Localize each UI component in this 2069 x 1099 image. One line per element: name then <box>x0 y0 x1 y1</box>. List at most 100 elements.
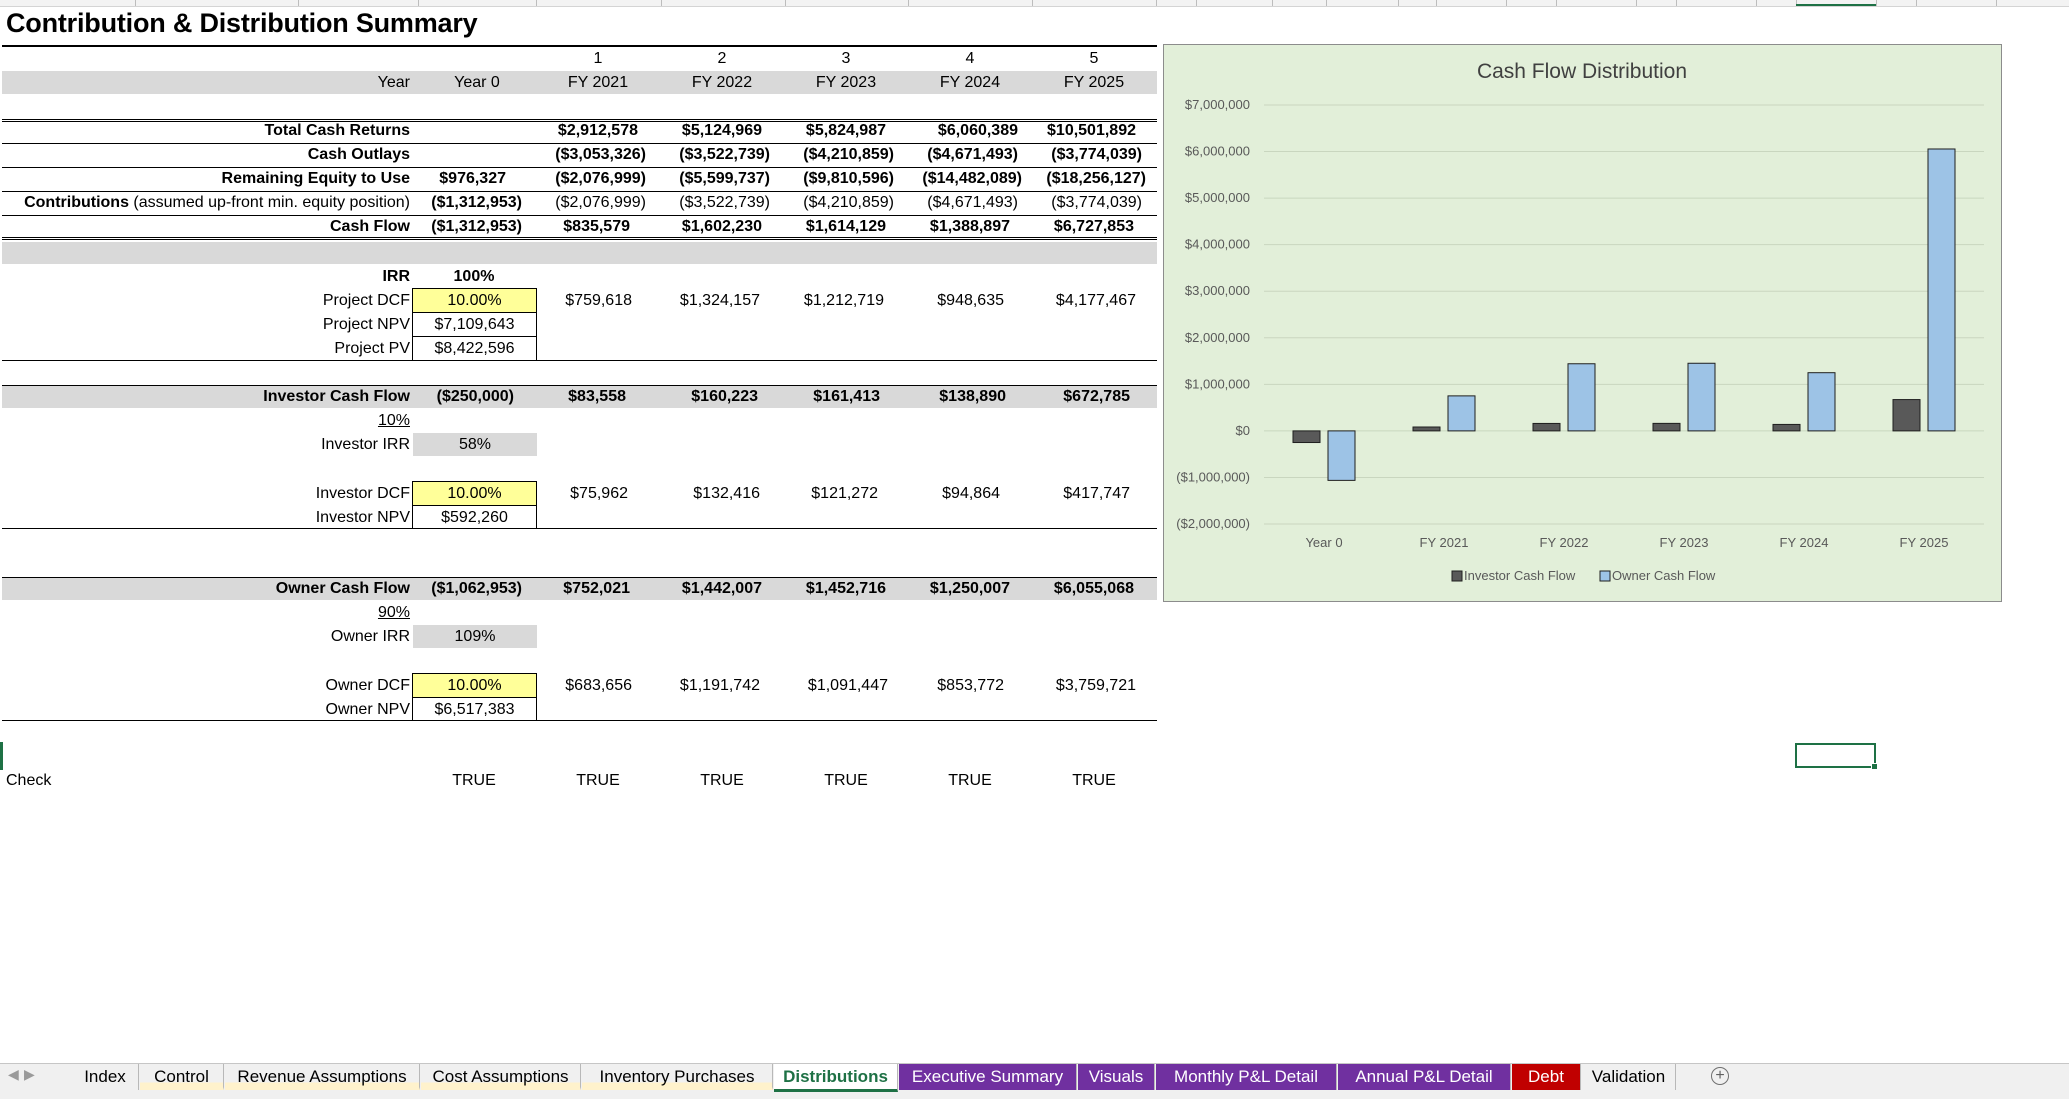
scroll-left-icon[interactable]: ◀ <box>8 1066 19 1082</box>
cell[interactable]: $853,772 <box>937 677 1004 694</box>
cell[interactable]: $94,864 <box>942 485 1000 502</box>
cell[interactable]: $759,618 <box>565 292 632 309</box>
cell[interactable]: $683,656 <box>565 677 632 694</box>
owner-npv-value[interactable]: $6,517,383 <box>434 701 515 718</box>
sheet-tab-index[interactable]: Index <box>72 1064 139 1090</box>
cell[interactable]: $6,060,389 <box>937 122 1018 139</box>
fill-handle[interactable] <box>1871 763 1878 770</box>
sheet-tab-control[interactable]: Control <box>140 1064 224 1090</box>
cell[interactable]: ($250,000) <box>436 388 514 405</box>
owner-dcf-input[interactable] <box>412 673 537 698</box>
sheet-tab-cost-assumptions[interactable]: Cost Assumptions <box>421 1064 581 1090</box>
project-irr-value[interactable]: 100% <box>453 268 495 285</box>
sheet-tab-visuals[interactable]: Visuals <box>1078 1064 1155 1090</box>
cell[interactable]: $75,962 <box>570 485 628 502</box>
spreadsheet-grid[interactable]: Contribution & Distribution Summary 1 2 … <box>0 0 2069 1063</box>
investor-dcf-value[interactable]: 10.00% <box>447 485 502 502</box>
cell[interactable]: $1,602,230 <box>681 218 762 235</box>
check-cell[interactable]: TRUE <box>1072 772 1116 789</box>
active-cell-selection[interactable] <box>1795 743 1878 770</box>
cell[interactable]: ($4,210,859) <box>803 194 894 211</box>
sheet-tab-validation[interactable]: Validation <box>1582 1064 1676 1090</box>
cell[interactable]: $83,558 <box>568 388 626 405</box>
cell[interactable]: ($3,774,039) <box>1051 194 1142 211</box>
cell[interactable]: $672,785 <box>1063 388 1130 405</box>
cell[interactable]: $1,091,447 <box>807 677 888 694</box>
cell[interactable]: $2,912,578 <box>557 122 638 139</box>
cell[interactable]: $1,212,719 <box>803 292 884 309</box>
cell[interactable]: ($3,774,039) <box>1051 146 1142 163</box>
cell[interactable]: $6,727,853 <box>1053 218 1134 235</box>
add-sheet-icon[interactable]: + <box>1711 1067 1729 1085</box>
cell[interactable]: $976,327 <box>439 170 506 187</box>
cell[interactable]: $1,388,897 <box>929 218 1010 235</box>
cell[interactable]: ($18,256,127) <box>1046 170 1146 187</box>
cell[interactable]: $138,890 <box>939 388 1006 405</box>
sheet-tab-debt[interactable]: Debt <box>1512 1064 1581 1090</box>
cell[interactable]: $1,191,742 <box>679 677 760 694</box>
check-cell[interactable]: TRUE <box>824 772 868 789</box>
row-label-project-dcf: Project DCF <box>322 292 410 309</box>
check-cell[interactable]: TRUE <box>576 772 620 789</box>
project-dcf-value[interactable]: 10.00% <box>447 292 502 309</box>
owner-irr-value[interactable]: 109% <box>454 628 496 645</box>
sheet-tab-annual-p-l-detail[interactable]: Annual P&L Detail <box>1338 1064 1511 1090</box>
sheet-tab-monthly-p-l-detail[interactable]: Monthly P&L Detail <box>1156 1064 1337 1090</box>
column-header-strip[interactable] <box>0 0 2069 7</box>
y-tick-label: $4,000,000 <box>1185 237 1250 252</box>
cell[interactable]: ($9,810,596) <box>803 170 894 187</box>
cell[interactable]: $5,824,987 <box>805 122 886 139</box>
sheet-tab-executive-summary[interactable]: Executive Summary <box>899 1064 1077 1090</box>
owner-dcf-value[interactable]: 10.00% <box>447 677 502 694</box>
cell[interactable]: ($2,076,999) <box>555 194 646 211</box>
investor-dcf-input[interactable] <box>412 481 537 506</box>
cell[interactable]: $10,501,892 <box>1047 122 1136 139</box>
cell[interactable]: $160,223 <box>691 388 758 405</box>
cell[interactable]: $835,579 <box>563 218 630 235</box>
cell[interactable]: $5,124,969 <box>681 122 762 139</box>
owner-share[interactable]: 90% <box>377 604 410 621</box>
check-cell[interactable]: TRUE <box>948 772 992 789</box>
bar-investor <box>1892 399 1921 432</box>
cell[interactable]: ($3,522,739) <box>679 194 770 211</box>
project-pv-value[interactable]: $8,422,596 <box>434 340 515 357</box>
cell[interactable]: $121,272 <box>811 485 878 502</box>
cell[interactable]: ($2,076,999) <box>555 170 646 187</box>
cell[interactable]: $1,250,007 <box>929 580 1010 597</box>
cell[interactable]: ($4,210,859) <box>803 146 894 163</box>
sheet-tab-distributions[interactable]: Distributions <box>774 1064 898 1092</box>
cell[interactable]: $3,759,721 <box>1055 677 1136 694</box>
cell[interactable]: ($14,482,089) <box>922 170 1022 187</box>
cell[interactable]: ($1,062,953) <box>431 580 522 597</box>
cell[interactable]: ($1,312,953) <box>431 194 522 211</box>
sheet-tab-revenue-assumptions[interactable]: Revenue Assumptions <box>225 1064 420 1090</box>
cash-flow-chart[interactable]: Cash Flow Distribution $7,000,000 $6,000,0… <box>1163 44 2002 602</box>
cell[interactable]: $6,055,068 <box>1053 580 1134 597</box>
investor-share[interactable]: 10% <box>377 412 410 429</box>
cell[interactable]: $1,442,007 <box>681 580 762 597</box>
investor-npv-value[interactable]: $592,260 <box>441 509 508 526</box>
cell[interactable]: $161,413 <box>813 388 880 405</box>
fy-header: FY 2024 <box>939 74 1001 91</box>
cell[interactable]: $948,635 <box>937 292 1004 309</box>
cell[interactable]: ($1,312,953) <box>431 218 522 235</box>
cell[interactable]: $417,747 <box>1063 485 1130 502</box>
check-cell[interactable]: TRUE <box>700 772 744 789</box>
cell[interactable]: $1,324,157 <box>679 292 760 309</box>
cell[interactable]: $752,021 <box>563 580 630 597</box>
cell[interactable]: ($4,671,493) <box>927 194 1018 211</box>
project-npv-value[interactable]: $7,109,643 <box>434 316 515 333</box>
investor-irr-value[interactable]: 58% <box>458 436 492 453</box>
cell[interactable]: $4,177,467 <box>1055 292 1136 309</box>
cell[interactable]: $1,452,716 <box>805 580 886 597</box>
contributions-label: Contributions <box>24 194 129 211</box>
check-cell[interactable]: TRUE <box>452 772 496 789</box>
scroll-right-icon[interactable]: ▶ <box>24 1066 35 1082</box>
cell[interactable]: $1,614,129 <box>805 218 886 235</box>
cell[interactable]: $132,416 <box>693 485 760 502</box>
cell[interactable]: ($3,522,739) <box>679 146 770 163</box>
cell[interactable]: ($4,671,493) <box>927 146 1018 163</box>
sheet-tab-inventory-purchases[interactable]: Inventory Purchases <box>582 1064 773 1090</box>
cell[interactable]: ($3,053,326) <box>555 146 646 163</box>
cell[interactable]: ($5,599,737) <box>679 170 770 187</box>
